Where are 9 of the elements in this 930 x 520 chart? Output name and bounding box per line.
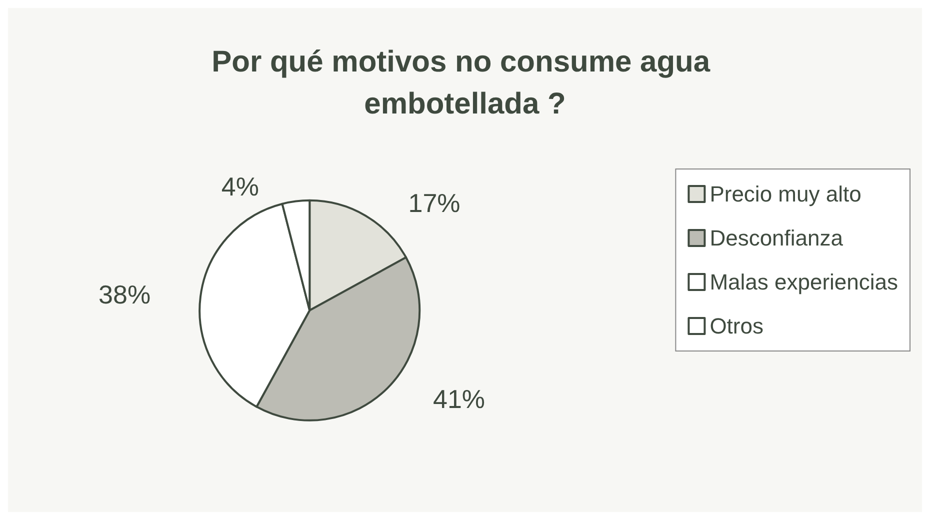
data-label: 17% xyxy=(408,188,460,218)
legend-label: Malas experiencias xyxy=(710,270,898,294)
legend-label: Otros xyxy=(710,314,764,338)
data-label: 38% xyxy=(98,280,151,310)
legend-label: Precio muy alto xyxy=(710,182,862,206)
data-label: 4% xyxy=(221,171,259,202)
legend-label: Desconfianza xyxy=(710,226,844,250)
data-label: 41% xyxy=(433,384,486,414)
chart-title: Por qué motivos no consume agua embotellada ? xyxy=(212,46,718,120)
